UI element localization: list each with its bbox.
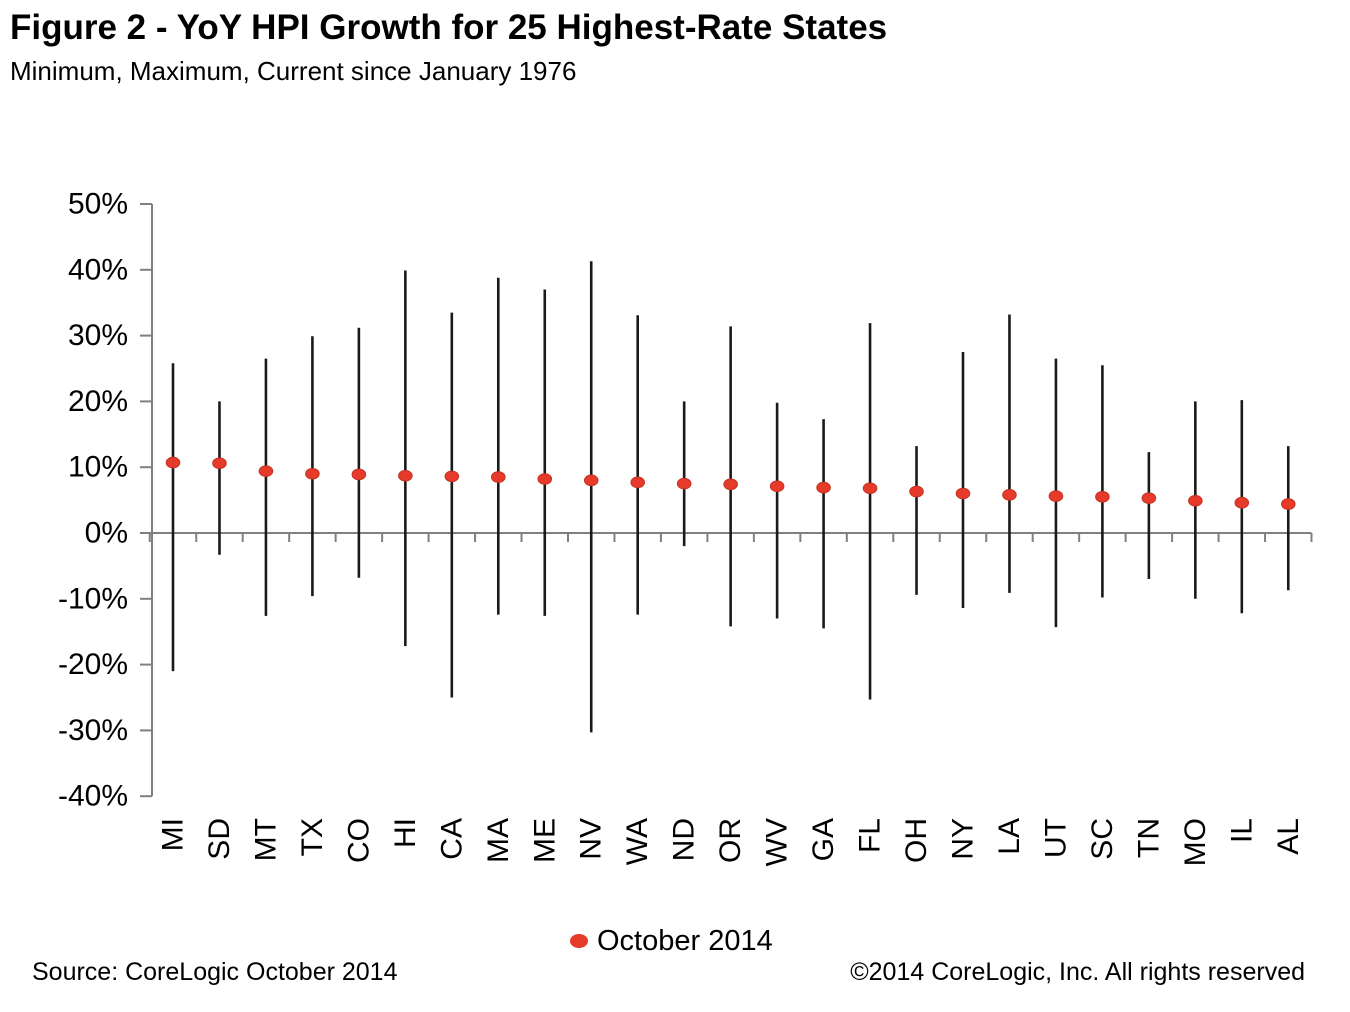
y-axis-tick-label: -40%	[58, 780, 128, 813]
x-axis-label-ma: MA	[482, 818, 515, 863]
current-dot-mi	[165, 456, 181, 469]
current-dot-ma	[490, 471, 506, 483]
x-axis-label-fl: FL	[854, 818, 887, 853]
current-dot-sc	[1095, 491, 1110, 503]
y-axis-tick-label: -10%	[58, 582, 128, 615]
chart-legend: October 2014	[570, 924, 773, 958]
x-axis-label-mi: MI	[157, 818, 190, 851]
y-axis-tick-label: 20%	[68, 385, 128, 418]
current-dot-sd	[212, 457, 227, 470]
x-axis-label-mt: MT	[249, 818, 282, 861]
x-axis-label-or: OR	[714, 818, 747, 863]
current-dot-fl	[862, 482, 878, 495]
source-note: Source: CoreLogic October 2014	[32, 958, 398, 986]
legend-marker-dot	[570, 934, 588, 948]
x-axis-label-tn: TN	[1132, 818, 1165, 858]
current-dot-co	[351, 468, 367, 481]
x-axis-label-me: ME	[528, 818, 561, 863]
y-axis-tick-label: -20%	[58, 648, 128, 681]
current-dot-me	[537, 473, 553, 485]
current-dot-wa	[630, 476, 646, 489]
current-dot-nv	[583, 474, 599, 487]
y-axis-tick-label: 40%	[68, 253, 128, 286]
y-axis-tick-label: 0%	[85, 517, 128, 550]
x-axis-label-la: LA	[993, 818, 1026, 855]
y-axis-tick-label: 50%	[68, 188, 128, 221]
x-axis-label-ca: CA	[435, 818, 468, 860]
y-axis-tick-label: 10%	[68, 451, 128, 484]
x-axis-label-nv: NV	[575, 818, 608, 860]
copyright-note: ©2014 CoreLogic, Inc. All rights reserve…	[850, 958, 1305, 986]
current-dot-or	[723, 478, 738, 491]
current-dot-nd	[676, 477, 692, 490]
current-dot-il	[1234, 496, 1250, 509]
x-axis-label-nd: ND	[668, 818, 701, 861]
x-axis-label-al: AL	[1272, 818, 1305, 855]
x-axis-label-wv: WV	[761, 818, 794, 866]
chart-subtitle: Minimum, Maximum, Current since January …	[10, 56, 577, 86]
current-dot-mt	[258, 465, 274, 477]
current-dot-ga	[816, 481, 831, 494]
x-axis-label-mo: MO	[1179, 818, 1212, 866]
x-axis-label-co: CO	[342, 818, 375, 863]
current-dot-ut	[1048, 490, 1064, 502]
y-axis-tick-label: -30%	[58, 714, 128, 747]
current-dot-ca	[444, 470, 460, 483]
current-dot-ny	[955, 487, 971, 500]
x-axis-label-wa: WA	[621, 818, 654, 865]
y-axis-tick-label: 30%	[68, 319, 128, 352]
legend-label: October 2014	[597, 924, 773, 957]
current-dot-al	[1280, 498, 1296, 510]
current-dot-oh	[909, 485, 924, 498]
chart-title: Figure 2 - YoY HPI Growth for 25 Highest…	[10, 8, 888, 47]
x-axis-label-ga: GA	[807, 818, 840, 861]
x-axis-label-tx: TX	[296, 818, 329, 856]
current-dot-mo	[1188, 494, 1203, 507]
x-axis-label-ny: NY	[946, 818, 979, 860]
current-dot-la	[1002, 489, 1017, 501]
current-dot-wv	[769, 480, 785, 493]
x-axis-label-hi: HI	[389, 818, 422, 848]
x-axis-label-sc: SC	[1086, 818, 1119, 860]
current-dot-tx	[305, 467, 320, 480]
current-dot-hi	[398, 469, 413, 482]
current-dot-tn	[1141, 492, 1157, 504]
x-axis-label-ut: UT	[1039, 818, 1072, 858]
x-axis-label-il: IL	[1225, 818, 1258, 843]
x-axis-label-oh: OH	[900, 818, 933, 863]
x-axis-label-sd: SD	[203, 818, 236, 860]
